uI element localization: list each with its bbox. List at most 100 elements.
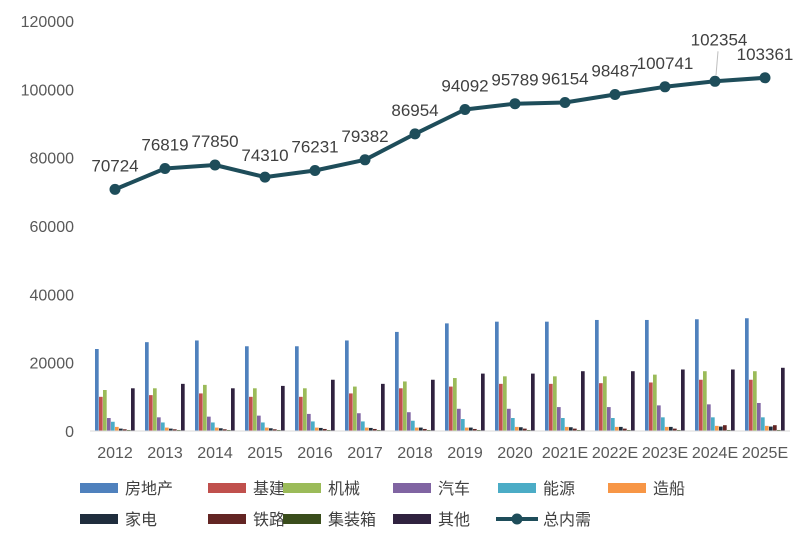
y-tick-label: 0	[65, 424, 74, 441]
y-tick-label: 80000	[30, 151, 75, 168]
bar	[373, 428, 377, 431]
line-point	[309, 165, 321, 176]
bar	[569, 427, 573, 431]
line-point	[509, 98, 521, 110]
bar	[365, 427, 369, 431]
bar	[203, 384, 207, 432]
bar	[457, 408, 461, 431]
x-tick-label: 2014	[197, 445, 233, 462]
line-point	[659, 81, 671, 93]
bar	[411, 420, 415, 431]
bar	[231, 388, 235, 431]
bar	[499, 383, 503, 431]
bar	[349, 393, 353, 431]
bar	[723, 425, 727, 431]
data-label: 77850	[191, 132, 238, 151]
bar	[423, 428, 427, 431]
line-point	[409, 128, 421, 140]
bar	[711, 417, 715, 431]
legend-label: 铁路	[253, 510, 285, 529]
bar	[673, 428, 677, 431]
data-label: 96154	[541, 70, 588, 89]
bar	[577, 429, 581, 431]
legend-label: 能源	[543, 479, 575, 498]
bar	[619, 426, 623, 431]
bar	[669, 426, 673, 431]
legend-label: 房地产	[125, 479, 173, 498]
bar	[661, 417, 665, 431]
line-point	[209, 159, 221, 171]
x-tick-label: 2016	[297, 445, 333, 462]
bar	[95, 349, 99, 431]
line-point	[559, 97, 571, 108]
bar	[149, 395, 153, 432]
bar	[731, 369, 735, 431]
data-label: 76231	[291, 138, 338, 157]
x-tick-label: 2012	[97, 445, 133, 462]
bar	[473, 428, 477, 431]
bar	[523, 428, 527, 431]
series-line	[114, 75, 766, 192]
bar	[565, 426, 569, 431]
bar	[261, 422, 265, 431]
bar	[531, 373, 535, 431]
bar	[131, 388, 135, 431]
bar	[511, 418, 515, 431]
bar	[323, 428, 327, 431]
bar	[727, 429, 731, 431]
line-point	[159, 163, 171, 174]
data-label: 100741	[637, 54, 694, 73]
bar	[427, 429, 431, 431]
bar	[599, 383, 603, 431]
bar	[345, 340, 349, 431]
legend-label: 汽车	[438, 479, 470, 498]
bar	[369, 427, 373, 431]
x-tick-label: 2022E	[592, 445, 638, 462]
bar	[527, 429, 531, 431]
bar	[419, 427, 423, 431]
bar	[431, 379, 435, 431]
bar	[215, 427, 219, 431]
legend-swatch	[80, 483, 118, 493]
legend-swatch	[80, 514, 118, 524]
legend-label: 造船	[653, 479, 685, 498]
bar	[177, 429, 181, 431]
bar	[127, 429, 131, 431]
bar	[503, 376, 507, 431]
legend-swatch	[393, 514, 431, 524]
y-tick-label: 120000	[21, 14, 74, 31]
bar	[103, 390, 107, 431]
bar	[753, 371, 757, 431]
line-point	[709, 75, 721, 87]
legend-swatch	[283, 514, 321, 524]
bar	[627, 429, 631, 431]
bar	[719, 426, 723, 431]
bar	[607, 407, 611, 431]
bar	[477, 429, 481, 431]
bar	[253, 388, 257, 431]
x-tick-label: 2018	[397, 445, 433, 462]
line-point	[759, 72, 771, 84]
bar	[249, 396, 253, 431]
legend-label: 家电	[125, 510, 157, 529]
bar	[507, 408, 511, 431]
bar	[165, 427, 169, 431]
line-point	[359, 154, 371, 166]
data-label: 102354	[691, 30, 748, 49]
bar	[153, 388, 157, 431]
bar	[295, 346, 299, 431]
legend-label: 其他	[438, 510, 470, 529]
bar	[495, 321, 499, 431]
bar	[395, 331, 399, 431]
y-tick-label: 100000	[21, 82, 74, 99]
bar	[453, 378, 457, 431]
bar	[357, 413, 361, 431]
bar	[381, 383, 385, 431]
data-label: 79382	[341, 127, 388, 146]
x-tick-label: 2019	[447, 445, 483, 462]
bar	[403, 381, 407, 431]
data-label: 74310	[241, 146, 288, 165]
legend-swatch	[283, 483, 321, 493]
